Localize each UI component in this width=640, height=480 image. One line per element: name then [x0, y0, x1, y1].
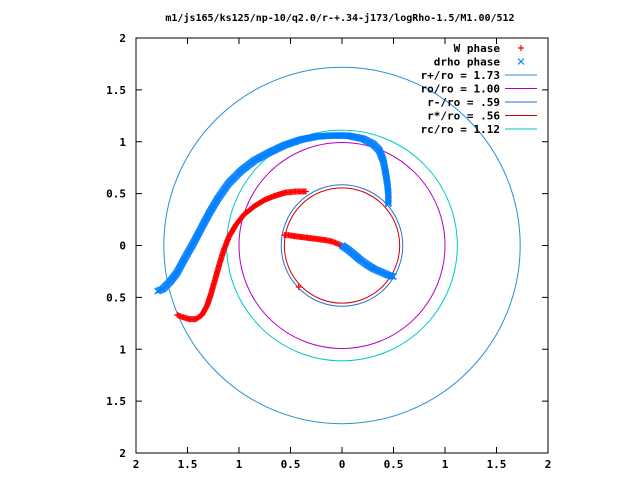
y-tick-label: 0.5 [106, 291, 126, 304]
x-tick-label: 0.5 [281, 458, 301, 471]
radius-circle [280, 184, 404, 307]
cross-marker [388, 272, 396, 280]
plus-marker [281, 232, 288, 239]
x-tick-label: 1.5 [487, 458, 507, 471]
axes: 2 1.5 1 0.5 0 0.5 1 1.5 221.510.500.511.52 [106, 32, 551, 471]
legend-label: W phase [454, 42, 501, 55]
radius-circle [238, 142, 446, 349]
y-tick-label: 2 [119, 32, 126, 45]
x-tick-label: 1 [442, 458, 449, 471]
y-tick-label: 1 [119, 343, 126, 356]
x-tick-label: 1.5 [178, 458, 198, 471]
series-markers [174, 188, 345, 323]
legend-label: drho phase [434, 56, 501, 69]
legend-label: r*/ro = .56 [427, 110, 500, 123]
cross-marker [154, 287, 162, 295]
plus-marker [174, 312, 181, 319]
x-tick-label: 2 [545, 458, 552, 471]
plus-marker [295, 284, 302, 290]
markers [154, 132, 397, 323]
legend-marker-sample [517, 58, 525, 65]
y-tick-label: 1.5 [106, 84, 126, 97]
chart-title: m1/js165/ks125/np-10/q2.0/r-+.34-j173/lo… [165, 12, 514, 24]
y-tick-label: 2 [119, 447, 126, 460]
x-tick-label: 0.5 [384, 458, 404, 471]
cross-marker [390, 273, 397, 281]
legend-label: rc/ro = 1.12 [421, 123, 500, 136]
x-tick-label: 1 [236, 458, 243, 471]
legend-label: r+/ro = 1.73 [421, 69, 500, 82]
series-markers [154, 132, 397, 295]
y-tick-label: 0.5 [106, 188, 126, 201]
legend-marker-sample [518, 45, 524, 51]
y-tick-label: 0 [119, 240, 126, 253]
legend-label: r-/ro = .59 [427, 96, 500, 109]
y-tick-label: 1.5 [106, 395, 126, 408]
y-tick-label: 1 [119, 136, 126, 149]
legend-label: ro/ro = 1.00 [421, 83, 500, 96]
radius-circle [163, 66, 521, 425]
radius-circle [283, 187, 401, 304]
x-tick-label: 2 [133, 458, 140, 471]
x-tick-label: 0 [339, 458, 346, 471]
